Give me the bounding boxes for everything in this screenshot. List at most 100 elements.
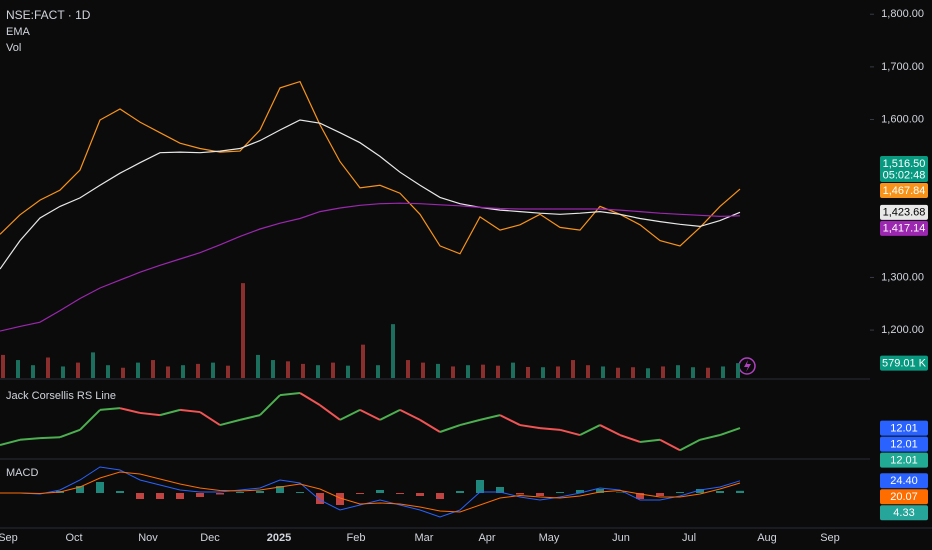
- rs-line-segment: [299, 392, 321, 406]
- rs-line-segment: [0, 438, 21, 446]
- macd-histogram-bar: [396, 493, 404, 494]
- rs-line-segment: [99, 407, 121, 411]
- rs-line-segment: [419, 419, 441, 433]
- volume-bar: [436, 363, 440, 378]
- macd-histogram-bar: [636, 493, 644, 499]
- price-tag: [880, 420, 928, 436]
- symbol-title: NSE:FACT · 1D: [6, 8, 91, 22]
- price-tag: [880, 436, 928, 452]
- rs-line-segment: [19, 437, 41, 441]
- rs-line-segment: [359, 409, 381, 421]
- volume-bar: [256, 354, 260, 378]
- rs-line-segment: [719, 427, 741, 436]
- macd-histogram-bar: [736, 490, 744, 493]
- volume-bar: [271, 360, 275, 378]
- indicator-label: MACD: [6, 467, 38, 479]
- volume-bar: [556, 366, 560, 378]
- volume-bar: [376, 365, 380, 378]
- rs-line-segment: [79, 409, 101, 431]
- x-tick-label: Dec: [200, 532, 220, 544]
- rs-line-segment: [459, 418, 481, 427]
- y-tick-label: 1,300.00: [881, 271, 924, 283]
- macd-histogram-bar: [296, 492, 304, 493]
- volume-bar: [286, 361, 290, 378]
- macd-histogram-bar: [76, 486, 84, 493]
- rs-line-segment: [519, 424, 541, 430]
- rs-line-segment: [259, 394, 281, 416]
- volume-bar: [151, 360, 155, 378]
- volume-bar: [91, 352, 95, 378]
- volume-bar: [316, 365, 320, 378]
- macd-histogram-bar: [436, 493, 444, 499]
- x-tick-label: Jul: [682, 532, 696, 544]
- x-tick-label: Mar: [415, 532, 434, 544]
- volume-bar: [451, 366, 455, 378]
- rs-line-segment: [159, 408, 181, 417]
- x-tick-label: Feb: [347, 532, 366, 544]
- y-tick-label: 1,700.00: [881, 61, 924, 73]
- price-tag: [880, 355, 928, 371]
- volume-bar: [406, 360, 410, 378]
- macd-histogram-bar: [656, 493, 664, 496]
- price-tag-label: 12.01: [890, 439, 918, 451]
- rs-line-segment: [539, 427, 561, 431]
- rs-line-segment: [219, 418, 241, 427]
- volume-bar: [346, 365, 350, 378]
- volume-bar: [181, 365, 185, 378]
- volume-bar: [196, 363, 200, 378]
- price-tag-label: 4.33: [893, 507, 914, 519]
- volume-bar: [646, 368, 650, 378]
- price-tag-label: 1,417.14: [883, 223, 926, 235]
- x-tick-label: Aug: [757, 532, 777, 544]
- volume-bar: [496, 365, 500, 378]
- volume-bar: [511, 362, 515, 378]
- rs-line-segment: [439, 424, 461, 433]
- volume-bar: [61, 366, 65, 378]
- volume-bar: [736, 363, 740, 378]
- price-tag-label: 20.07: [890, 491, 918, 503]
- price-tag-label: 12.01: [890, 455, 918, 467]
- macd-histogram-bar: [596, 489, 604, 493]
- rs-line-segment: [139, 411, 161, 417]
- volume-bar: [571, 360, 575, 378]
- price-tag: [880, 505, 928, 521]
- volume-bar: [106, 365, 110, 378]
- macd-histogram-bar: [416, 493, 424, 496]
- volume-bar: [691, 367, 695, 378]
- indicator-label: EMA: [6, 26, 31, 38]
- macd-histogram-bar: [116, 491, 124, 493]
- volume-bar: [301, 363, 305, 378]
- indicator-label: Jack Corsellis RS Line: [6, 390, 116, 402]
- macd-histogram-bar: [516, 493, 524, 495]
- macd-histogram-bar: [456, 491, 464, 493]
- macd-histogram-bar: [176, 493, 184, 499]
- volume-bar: [166, 366, 170, 378]
- x-tick-label: Oct: [65, 532, 82, 544]
- volume-bar: [211, 362, 215, 378]
- macd-histogram-bar: [256, 491, 264, 493]
- rs-line-segment: [59, 428, 81, 439]
- y-tick-label: 1,600.00: [881, 113, 924, 125]
- rs-line-segment: [279, 392, 301, 397]
- volume-bar: [721, 366, 725, 378]
- price-tag-label: 1,467.84: [883, 185, 926, 197]
- alert-icon: [744, 360, 751, 372]
- x-tick-label: Sep: [0, 532, 18, 544]
- ema-line: [0, 80, 741, 255]
- indicator-label: Vol: [6, 42, 21, 54]
- rs-line-segment: [699, 434, 721, 441]
- rs-line-segment: [639, 438, 661, 443]
- price-tag: [880, 155, 928, 182]
- macd-histogram-bar: [476, 480, 484, 493]
- volume-bar: [16, 360, 20, 378]
- macd-histogram-bar: [576, 490, 584, 493]
- macd-histogram-bar: [616, 492, 624, 493]
- x-tick-label: Nov: [138, 532, 158, 544]
- volume-bar: [31, 365, 35, 378]
- macd-histogram-bar: [356, 493, 364, 494]
- volume-bar: [1, 354, 5, 378]
- price-tag: [880, 489, 928, 505]
- rs-line-segment: [199, 411, 221, 426]
- macd-histogram-bar: [196, 493, 204, 497]
- volume-bar: [241, 283, 245, 378]
